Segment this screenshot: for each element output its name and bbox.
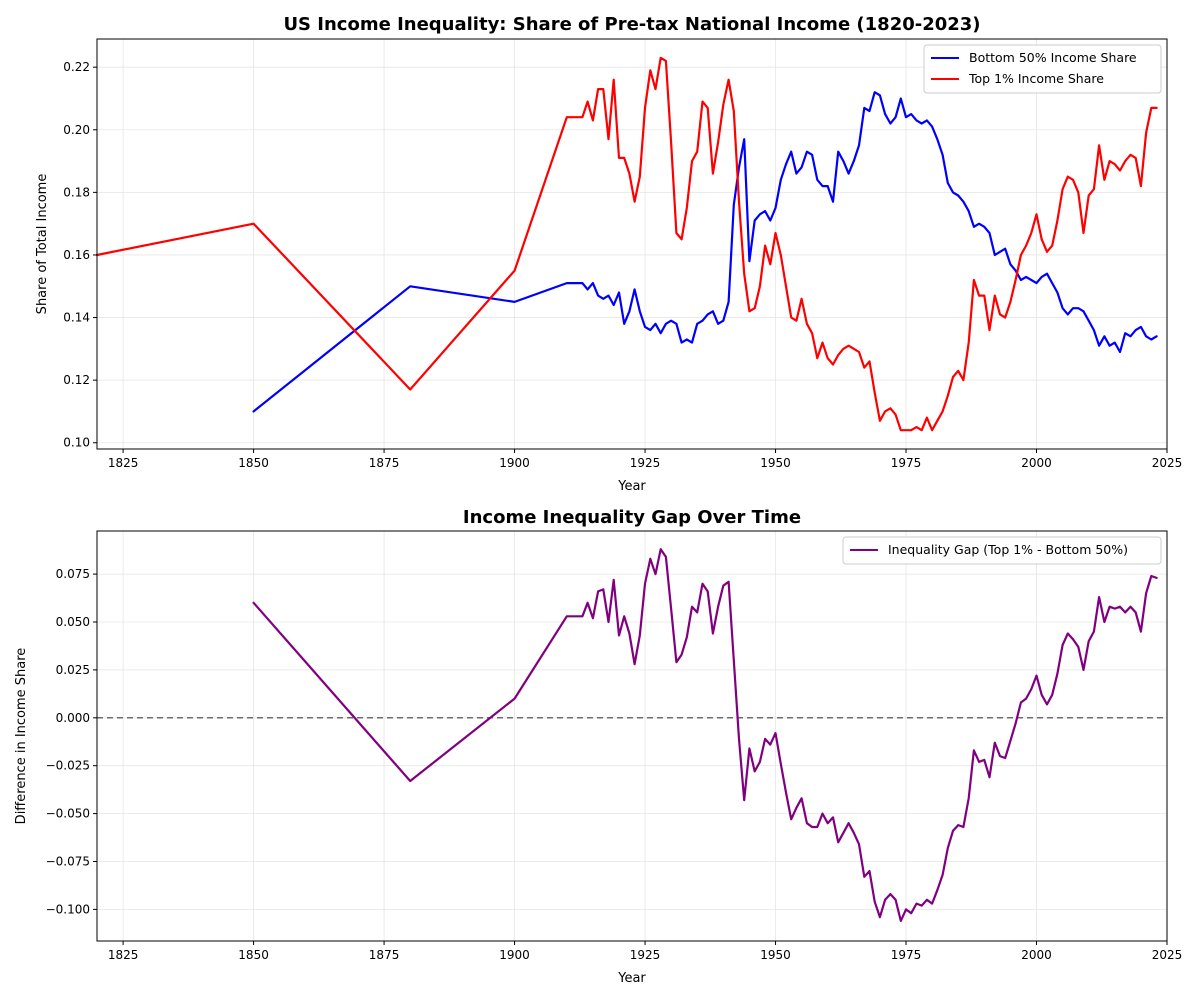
- y-tick-label: −0.050: [46, 807, 90, 821]
- x-tick-label: 1950: [760, 456, 791, 470]
- chart-1-x-axis-label: Year: [617, 479, 646, 494]
- legend-label-top-1: Top 1% Income Share: [968, 71, 1104, 86]
- chart-1-legend-box: [923, 44, 1162, 94]
- y-tick-label: −0.025: [46, 759, 90, 773]
- y-tick-label: −0.075: [46, 854, 90, 868]
- chart-2-series: [252, 548, 1158, 923]
- x-tick-label: 2000: [1021, 948, 1052, 962]
- y-tick-label: 0.10: [63, 436, 90, 450]
- x-tick-label: 1900: [499, 948, 530, 962]
- series-line-bottom-50-income-share: [252, 91, 1158, 413]
- income-share-chart: 1825 1850 1875 1900 1925 1950 1975 2000 2025 0.10…: [35, 14, 1182, 494]
- x-tick-label: 1825: [108, 456, 139, 470]
- chart-1-ticks: 1825 1850 1875 1900 1925 1950 1975 2000 2025 0.10…: [63, 60, 1182, 470]
- y-tick-label: −0.100: [46, 902, 90, 916]
- x-tick-label: 1975: [891, 948, 922, 962]
- y-tick-label: 0.22: [63, 60, 90, 74]
- chart-2-title: Income Inequality Gap Over Time: [463, 507, 801, 528]
- chart-2-axes-frame: [96, 530, 1168, 942]
- y-tick-label: 0.14: [63, 311, 90, 325]
- y-tick-label: 0.075: [56, 567, 90, 581]
- x-tick-label: 1850: [238, 456, 269, 470]
- chart-2-ticks: 1825 1850 1875 1900 1925 1950 1975 2000 2025 −0.1…: [46, 567, 1183, 962]
- series-line-top-1-income-share: [95, 56, 1158, 432]
- chart-1-axes-frame: [96, 38, 1168, 450]
- x-tick-label: 2025: [1152, 948, 1183, 962]
- chart-1-legend: Bottom 50% Income Share Top 1% Income Sh…: [923, 44, 1162, 94]
- chart-1-title: US Income Inequality: Share of Pre-tax N…: [283, 14, 980, 35]
- legend-label-gap: Inequality Gap (Top 1% - Bottom 50%): [888, 542, 1128, 557]
- chart-2-legend: Inequality Gap (Top 1% - Bottom 50%): [842, 536, 1162, 565]
- chart-1-series: [95, 56, 1158, 432]
- y-tick-label: 0.025: [56, 663, 90, 677]
- y-tick-label: 0.050: [56, 615, 90, 629]
- x-tick-label: 1925: [630, 948, 661, 962]
- x-tick-label: 2025: [1152, 456, 1183, 470]
- y-tick-label: 0.16: [63, 248, 90, 262]
- legend-label-bottom-50: Bottom 50% Income Share: [969, 50, 1137, 65]
- x-tick-label: 1850: [238, 948, 269, 962]
- chart-2-x-axis-label: Year: [617, 971, 646, 986]
- inequality-gap-chart: 1825 1850 1875 1900 1925 1950 1975 2000 2025 −0.1…: [14, 507, 1182, 986]
- x-tick-label: 2000: [1021, 456, 1052, 470]
- x-tick-label: 1975: [891, 456, 922, 470]
- chart-2-legend-box: [842, 536, 1162, 565]
- chart-2-y-axis-label: Difference in Income Share: [14, 648, 29, 825]
- x-tick-label: 1825: [108, 948, 139, 962]
- x-tick-label: 1925: [630, 456, 661, 470]
- x-tick-label: 1875: [369, 456, 400, 470]
- series-line-inequality-gap-top-1-bottom-50: [252, 548, 1158, 923]
- chart-1-y-axis-label: Share of Total Income: [35, 174, 50, 315]
- x-tick-label: 1950: [760, 948, 791, 962]
- y-tick-label: 0.18: [63, 185, 90, 199]
- x-tick-label: 1875: [369, 948, 400, 962]
- y-tick-label: 0.12: [63, 373, 90, 387]
- y-tick-label: 0.20: [63, 123, 90, 137]
- x-tick-label: 1900: [499, 456, 530, 470]
- y-tick-label: 0.000: [56, 711, 90, 725]
